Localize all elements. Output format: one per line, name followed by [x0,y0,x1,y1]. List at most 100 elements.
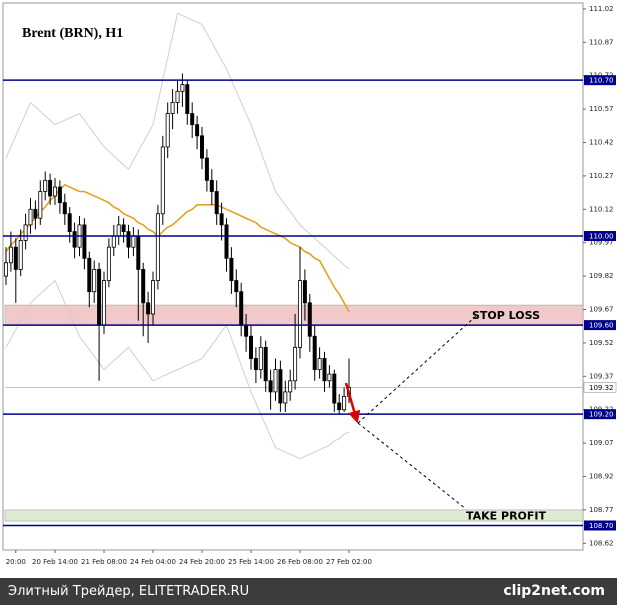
candle-body [146,302,151,315]
candle-body [8,246,13,264]
level-label: 110.70 [589,77,614,85]
candle-body [337,402,342,411]
candle-body [175,90,180,103]
candle-body [273,369,278,393]
candle-body [283,391,288,404]
candle-body [317,358,322,371]
footer: Элитный Трейдер, ELITETRADER.RU clip2net… [0,578,617,605]
candle-body [312,335,317,371]
x-tick-label: 20 Feb 14:00 [32,558,78,566]
zone-label: TAKE PROFIT [466,509,547,522]
price-tag [583,382,617,393]
candle-body [322,358,327,382]
zone [4,509,584,522]
y-tick-label: 110.27 [589,172,614,180]
candle-body [18,240,23,270]
level-label: 109.20 [589,411,614,419]
candle-body [33,208,38,219]
candle-body [258,346,263,371]
candle-body [111,235,116,248]
y-tick-label: 110.57 [589,105,614,113]
candle-body [141,269,146,304]
y-tick-label: 109.67 [589,306,614,314]
profit-path [357,422,467,510]
candle-body [87,257,92,293]
y-tick-label: 110.87 [589,38,614,46]
level-label: 110.00 [589,233,614,241]
watermark: clip2net.com [503,583,605,599]
candle-body [38,191,43,219]
x-tick-label: 24 Feb 04:00 [130,558,176,566]
y-tick-label: 111.02 [589,5,614,13]
stop-path [357,315,477,424]
x-tick-label: 20:00 [6,558,26,566]
candle-body [121,224,126,232]
level-label: 108.70 [589,522,614,530]
candle-body [92,269,97,293]
y-tick-label: 110.42 [589,139,614,147]
candle-body [342,395,347,411]
candle-body [170,102,175,114]
x-tick-label: 24 Feb 20:00 [179,558,225,566]
candle-body [62,202,67,215]
candle-body [332,373,337,404]
indicator-line [5,183,350,313]
y-tick-label: 108.62 [589,539,614,547]
candle-body [4,262,9,277]
candle-body [126,231,131,248]
y-tick-label: 109.52 [589,339,614,347]
candle-body [199,135,204,159]
candle-body [43,179,48,192]
level-tag [584,75,616,86]
level-tag [584,320,616,331]
indicator-line [5,279,350,460]
y-tick-label: 110.12 [589,205,614,213]
candle-body [293,346,298,382]
y-tick-label: 109.82 [589,272,614,280]
candle-body [116,224,121,237]
level-label: 109.60 [589,322,614,330]
candle-body [136,235,141,270]
zone-label: STOP LOSS [472,309,540,322]
candle-body [214,191,219,215]
candle-body [180,84,185,92]
candle-body [204,157,209,181]
chart: Brent (BRN), H1 STOP LOSS TAKE PROFIT 111.… [2,2,617,566]
candle-body [263,346,268,382]
x-tick-label: 25 Feb 14:00 [228,558,274,566]
candle-body [48,179,53,197]
candle-body [268,380,273,393]
chart-title: Brent (BRN), H1 [22,26,123,41]
level-tag [584,520,616,531]
candle-body [219,213,224,226]
candle-body [13,246,18,270]
candle-body [53,186,58,197]
footer-text: Элитный Трейдер, ELITETRADER.RU [8,584,250,599]
y-tick-label: 109.07 [589,439,614,447]
candle-body [28,208,33,226]
y-tick-label: 109.37 [589,372,614,380]
candle-body [57,186,62,204]
candle-body [229,257,234,281]
candle-body [155,213,160,281]
candle-body [97,269,102,326]
level-tag [584,231,616,242]
candle-body [106,246,111,281]
candle-body [278,369,283,404]
candle-body [190,113,195,126]
trade-arrow [344,382,361,424]
candle-body [288,380,293,393]
x-tick-label: 27 Feb 02:00 [326,558,372,566]
candle-body [72,231,77,248]
candle-body [67,213,72,232]
y-tick-label: 108.77 [589,506,614,514]
candle-body [160,146,165,215]
candle-body [209,179,214,192]
candle-body [82,224,87,259]
candle-body [248,335,253,359]
candle-body [239,291,244,326]
candle-body [302,280,307,304]
indicator-line [5,12,350,270]
candle-body [150,280,155,315]
